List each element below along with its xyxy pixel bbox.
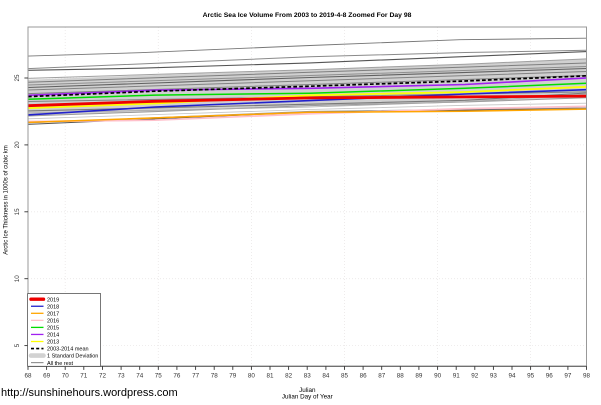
- svg-text:89: 89: [415, 373, 423, 380]
- svg-text:98: 98: [583, 373, 591, 380]
- svg-text:78: 78: [211, 373, 219, 380]
- svg-text:Julian: Julian: [299, 387, 316, 394]
- svg-text:2013: 2013: [47, 340, 59, 346]
- svg-text:82: 82: [285, 373, 293, 380]
- svg-text:97: 97: [564, 373, 572, 380]
- svg-text:88: 88: [397, 373, 405, 380]
- svg-text:76: 76: [173, 373, 181, 380]
- svg-text:69: 69: [43, 373, 51, 380]
- svg-text:74: 74: [136, 373, 144, 380]
- svg-text:83: 83: [304, 373, 312, 380]
- svg-text:70: 70: [62, 373, 70, 380]
- svg-text:87: 87: [378, 373, 386, 380]
- svg-text:71: 71: [80, 373, 88, 380]
- svg-text:20: 20: [14, 141, 21, 149]
- svg-text:86: 86: [360, 373, 368, 380]
- svg-text:77: 77: [192, 373, 200, 380]
- svg-text:2017: 2017: [47, 311, 59, 317]
- svg-text:90: 90: [434, 373, 442, 380]
- svg-text:15: 15: [14, 208, 21, 216]
- svg-text:93: 93: [490, 373, 498, 380]
- svg-text:73: 73: [118, 373, 126, 380]
- svg-text:91: 91: [453, 373, 461, 380]
- svg-text:1 Standard Deviation: 1 Standard Deviation: [47, 354, 98, 360]
- svg-text:79: 79: [229, 373, 237, 380]
- svg-text:2015: 2015: [47, 326, 59, 332]
- svg-text:2018: 2018: [47, 304, 59, 310]
- svg-text:2014: 2014: [47, 333, 59, 339]
- svg-text:72: 72: [99, 373, 107, 380]
- svg-text:68: 68: [24, 373, 32, 380]
- svg-text:92: 92: [471, 373, 479, 380]
- svg-text:25: 25: [14, 74, 21, 82]
- svg-text:80: 80: [248, 373, 256, 380]
- svg-text:2003-2014 mean: 2003-2014 mean: [47, 347, 89, 353]
- svg-text:75: 75: [155, 373, 163, 380]
- svg-text:http://sunshinehours.wordpress: http://sunshinehours.wordpress.com: [1, 387, 178, 399]
- svg-text:5: 5: [14, 343, 21, 347]
- svg-text:Julian Day of Year: Julian Day of Year: [282, 393, 333, 400]
- svg-text:94: 94: [508, 373, 516, 380]
- svg-text:85: 85: [341, 373, 349, 380]
- svg-text:Arctic Sea Ice Volume From 200: Arctic Sea Ice Volume From 2003 to 2019-…: [203, 12, 412, 19]
- svg-text:96: 96: [546, 373, 554, 380]
- svg-text:81: 81: [266, 373, 274, 380]
- svg-text:Arctic Ice Thickness in 1000s: Arctic Ice Thickness in 1000s of cubic k…: [4, 145, 10, 255]
- svg-text:2016: 2016: [47, 318, 59, 324]
- svg-text:2019: 2019: [47, 297, 59, 303]
- svg-text:84: 84: [322, 373, 330, 380]
- svg-text:95: 95: [527, 373, 535, 380]
- svg-text:All the rest: All the rest: [47, 361, 73, 367]
- svg-text:10: 10: [14, 275, 21, 283]
